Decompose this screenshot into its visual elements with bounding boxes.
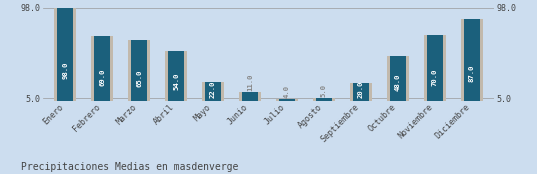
Bar	[205, 82, 221, 103]
Bar	[165, 51, 187, 103]
Bar	[387, 56, 409, 103]
Bar	[202, 82, 224, 103]
Bar	[461, 19, 483, 103]
Text: 98.0: 98.0	[62, 62, 68, 79]
Bar	[91, 36, 113, 103]
Bar	[353, 84, 369, 103]
Bar	[57, 8, 74, 103]
Text: 4.0: 4.0	[284, 85, 290, 98]
Bar	[276, 99, 298, 103]
Bar	[313, 98, 335, 103]
Text: 54.0: 54.0	[173, 72, 179, 90]
Bar	[94, 36, 111, 103]
Bar	[242, 92, 258, 103]
Bar	[426, 35, 443, 103]
Bar	[424, 35, 446, 103]
Bar	[279, 99, 295, 103]
Bar	[131, 40, 148, 103]
Text: 69.0: 69.0	[99, 69, 105, 86]
Text: 22.0: 22.0	[210, 80, 216, 98]
Text: Precipitaciones Medias en masdenverge: Precipitaciones Medias en masdenverge	[21, 162, 239, 172]
Bar	[168, 51, 184, 103]
Bar	[239, 92, 261, 103]
Bar	[350, 84, 372, 103]
Text: 48.0: 48.0	[395, 74, 401, 91]
Bar	[54, 8, 76, 103]
Bar	[389, 56, 406, 103]
Text: 5.0: 5.0	[321, 84, 327, 97]
Text: 87.0: 87.0	[469, 64, 475, 82]
Text: 11.0: 11.0	[247, 74, 253, 91]
Text: 20.0: 20.0	[358, 81, 364, 98]
Bar	[128, 40, 150, 103]
Text: 65.0: 65.0	[136, 70, 142, 87]
Text: 70.0: 70.0	[432, 68, 438, 86]
Bar	[316, 98, 332, 103]
Bar	[463, 19, 480, 103]
